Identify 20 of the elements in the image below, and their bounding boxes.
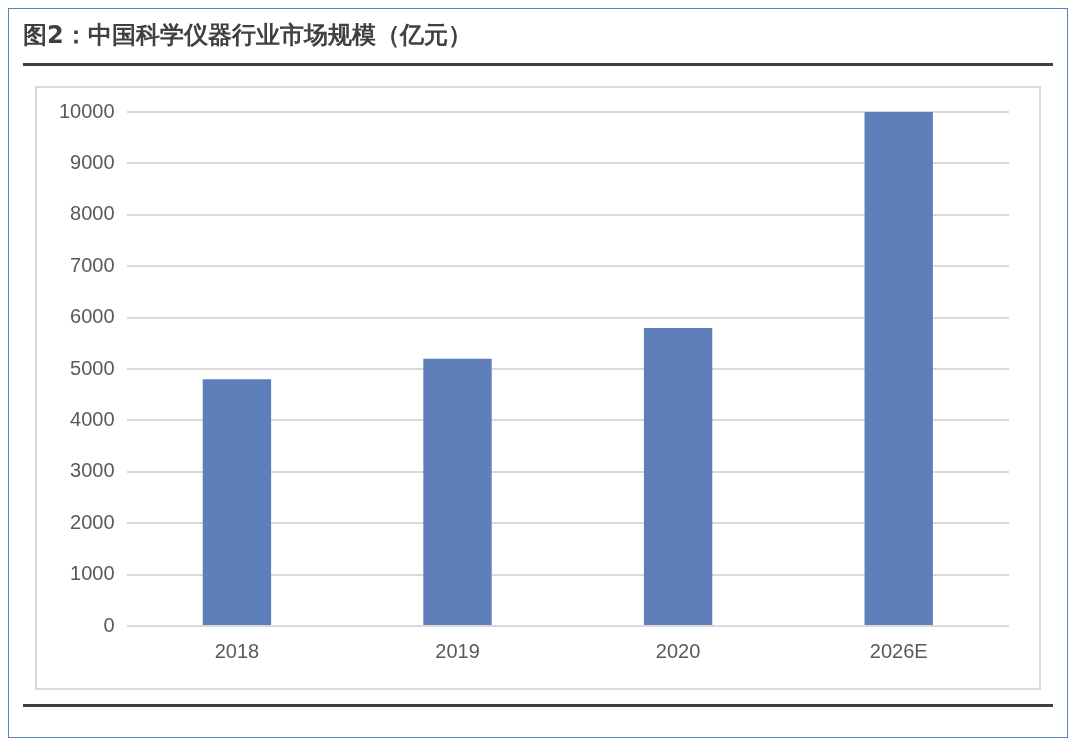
chart-title: 图2：中国科学仪器行业市场规模（亿元） <box>23 19 1053 66</box>
x-tick-label: 2020 <box>655 639 701 662</box>
y-tick-label: 9000 <box>70 150 115 173</box>
y-tick-label: 5000 <box>70 356 115 379</box>
y-tick-label: 6000 <box>70 305 115 328</box>
y-tick-label: 4000 <box>70 407 115 430</box>
y-tick-label: 3000 <box>70 459 115 482</box>
y-tick-label: 7000 <box>70 253 115 276</box>
y-tick-label: 0 <box>103 613 115 636</box>
x-tick-label: 2019 <box>435 639 480 662</box>
y-tick-label: 10000 <box>58 99 115 122</box>
bar <box>864 112 933 625</box>
y-tick-label: 2000 <box>70 510 115 533</box>
bar <box>423 358 492 625</box>
y-tick-label: 8000 <box>70 202 115 225</box>
y-tick-label: 1000 <box>70 562 115 585</box>
bar <box>643 327 713 625</box>
x-tick-label: 2018 <box>214 639 260 662</box>
bar <box>202 379 272 625</box>
x-tick-label: 2026E <box>869 639 928 662</box>
